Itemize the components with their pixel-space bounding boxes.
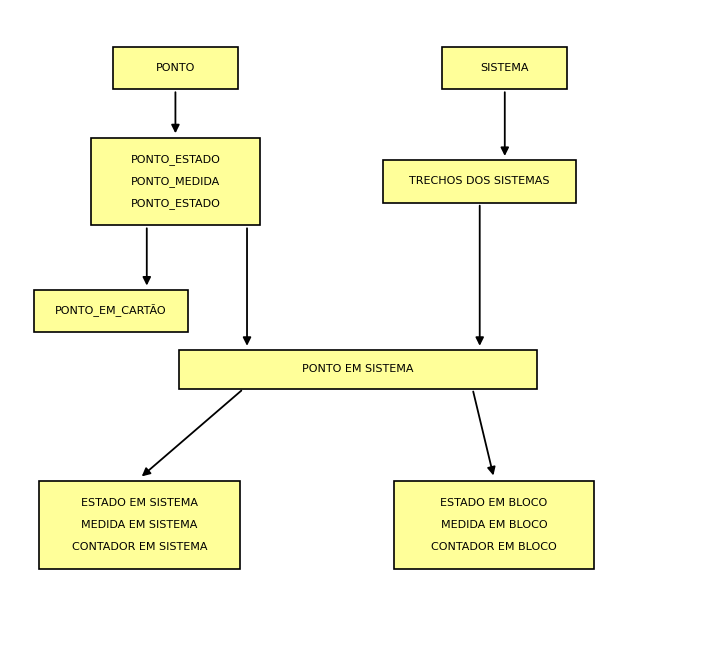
Bar: [34, 290, 188, 332]
Text: PONTO: PONTO: [156, 63, 195, 73]
Text: ESTADO EM SISTEMA: ESTADO EM SISTEMA: [81, 498, 198, 508]
Text: SISTEMA: SISTEMA: [480, 63, 529, 73]
Bar: [113, 47, 238, 89]
Bar: [179, 350, 537, 389]
Text: CONTADOR EM BLOCO: CONTADOR EM BLOCO: [431, 542, 557, 551]
Text: PONTO_ESTADO: PONTO_ESTADO: [130, 198, 221, 209]
Bar: [92, 138, 260, 226]
Text: PONTO_EM_CARTÃO: PONTO_EM_CARTÃO: [55, 305, 167, 318]
Bar: [394, 481, 594, 569]
Bar: [383, 161, 576, 202]
Text: PONTO_ESTADO: PONTO_ESTADO: [130, 154, 221, 165]
Text: MEDIDA EM BLOCO: MEDIDA EM BLOCO: [441, 520, 547, 530]
Bar: [39, 481, 240, 569]
Text: PONTO_MEDIDA: PONTO_MEDIDA: [131, 176, 220, 187]
Text: PONTO EM SISTEMA: PONTO EM SISTEMA: [302, 364, 414, 375]
Text: ESTADO EM BLOCO: ESTADO EM BLOCO: [440, 498, 548, 508]
Text: MEDIDA EM SISTEMA: MEDIDA EM SISTEMA: [82, 520, 198, 530]
Text: CONTADOR EM SISTEMA: CONTADOR EM SISTEMA: [72, 542, 208, 551]
Bar: [442, 47, 567, 89]
Text: TRECHOS DOS SISTEMAS: TRECHOS DOS SISTEMAS: [410, 176, 550, 187]
